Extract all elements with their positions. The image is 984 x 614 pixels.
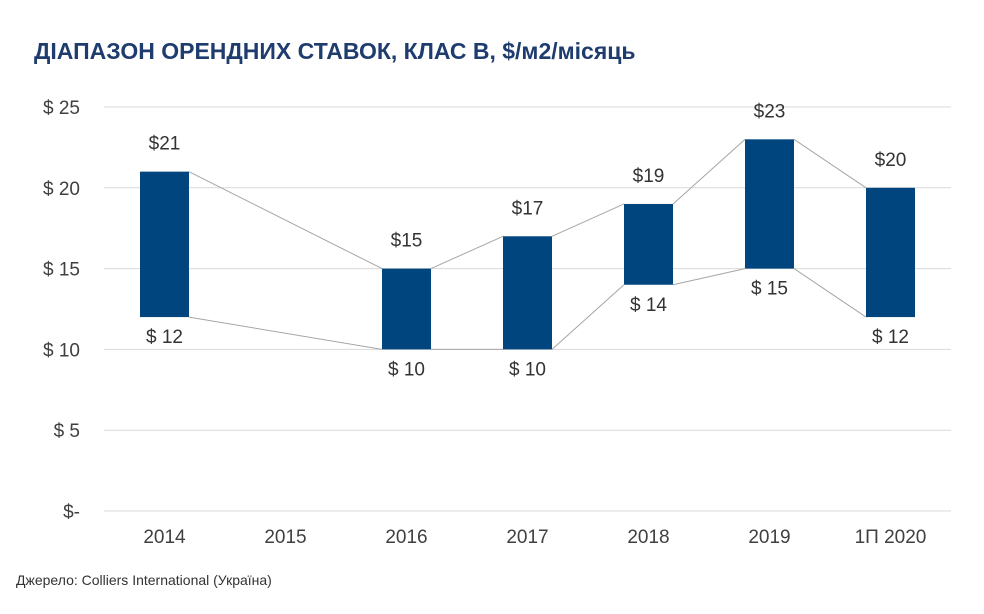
low-value-label: $ 15 [751,279,788,300]
high-connector-line [430,235,504,270]
low-connector-line [551,284,625,350]
high-value-label: $17 [512,198,544,219]
low-value-label: $ 12 [146,327,183,348]
chart-title: ДІАПАЗОН ОРЕНДНИХ СТАВОК, КЛАС B, $/м2/м… [34,38,636,64]
high-value-label: $21 [149,134,181,155]
x-axis-ticks: 2014 2015 2016 2017 2018 2019 1П 2020 [143,527,926,548]
low-connector-line [793,268,867,318]
high-value-label: $20 [875,150,907,171]
y-tick-label: $ 10 [43,340,80,361]
low-value-label: $ 12 [872,327,909,348]
source-note: Джерело: Colliers International (Україна… [16,572,272,588]
y-tick-label: $- [63,502,80,523]
low-connector-line [672,268,746,286]
range-bars [140,139,915,350]
x-tick-label: 2015 [264,527,306,548]
y-axis-ticks: $- $ 5 $ 10 $ 15 $ 20 $ 25 [43,98,80,523]
range-bar [745,139,794,269]
y-tick-label: $ 5 [54,421,80,442]
y-tick-label: $ 25 [43,98,80,119]
high-connector-line [188,171,383,270]
range-bar [140,171,189,318]
x-tick-label: 1П 2020 [855,527,927,548]
range-bar [866,187,915,318]
x-tick-label: 2017 [506,527,548,548]
data-labels: $21 $ 12 $15 $ 10 $17 $ 10 $19 $ 14 $23 $ 15 $20 $ … [146,101,909,380]
range-chart: $-$ 5$ 10$ 15$ 20$ 25 $21$ 12$15$ 10$17$… [43,98,951,548]
x-tick-label: 2014 [143,527,186,548]
high-value-label: $23 [754,101,786,122]
high-connector-line [551,203,625,237]
range-connectors [188,138,867,350]
x-tick-label: 2018 [627,527,669,548]
low-value-label: $ 10 [509,359,546,380]
low-value-label: $ 14 [630,295,667,316]
high-value-label: $19 [633,166,665,187]
y-tick-label: $ 15 [43,260,80,281]
low-connector-line [188,316,383,350]
high-connector-line [672,138,746,205]
x-tick-label: 2019 [748,527,790,548]
range-bar [382,268,431,350]
range-bar [624,203,673,285]
x-tick-label: 2016 [385,527,427,548]
y-tick-label: $ 20 [43,179,80,200]
range-bar [503,236,552,350]
low-value-label: $ 10 [388,359,425,380]
high-value-label: $15 [391,231,423,252]
high-connector-line [793,138,867,189]
